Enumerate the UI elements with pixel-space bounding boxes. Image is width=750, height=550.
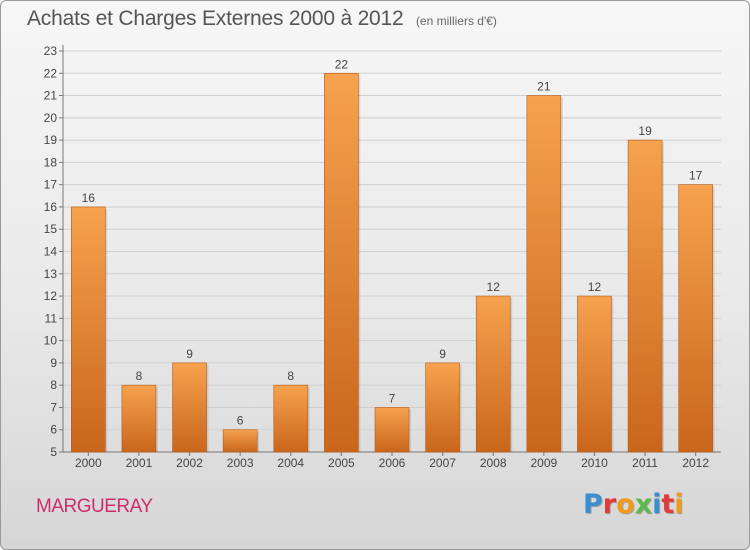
y-tick-label: 13 (44, 267, 58, 281)
brand-letter: P (583, 489, 603, 520)
bar-value-label: 12 (487, 280, 501, 294)
y-tick-label: 10 (44, 334, 58, 348)
brand-logo: Proxiti (583, 489, 684, 520)
y-tick-label: 6 (50, 423, 57, 437)
bar-value-label: 7 (389, 391, 396, 405)
y-tick-label: 18 (44, 155, 58, 169)
y-tick-label: 7 (50, 400, 57, 414)
x-tick-label: 2002 (176, 456, 203, 470)
bar (172, 362, 207, 453)
brand-letter: t (661, 489, 675, 520)
y-tick-label: 20 (44, 111, 58, 125)
brand-letter: r (602, 489, 617, 520)
bar (577, 295, 612, 453)
bar-value-label: 12 (588, 280, 602, 294)
chart-subtitle: (en milliers d'€) (415, 14, 497, 28)
x-tick-label: 2010 (581, 456, 608, 470)
y-tick-label: 12 (44, 289, 58, 303)
bar-value-label: 6 (237, 414, 244, 428)
x-tick-label: 2007 (429, 456, 456, 470)
brand-letter: i (674, 489, 684, 520)
y-tick-label: 16 (44, 200, 58, 214)
bar (425, 362, 460, 453)
brand-letter: o (616, 489, 635, 520)
bar (475, 295, 511, 453)
y-tick-label: 21 (44, 89, 58, 103)
labels: 5 6 7 8 9 10 11 12 13 14 15 16 17 18 19 20 21 22 23 16 2000 8… (44, 44, 710, 470)
x-tick-label: 2000 (75, 456, 102, 470)
x-tick-label: 2011 (632, 456, 658, 470)
bar (374, 407, 410, 453)
bar-value-label: 19 (638, 124, 652, 138)
x-tick-label: 2004 (277, 456, 304, 470)
y-tick-label: 22 (44, 66, 58, 80)
y-tick-label: 15 (44, 222, 58, 236)
brand-letter: i (652, 489, 662, 520)
bar-value-label: 21 (537, 80, 551, 94)
bar-value-label: 22 (335, 57, 349, 71)
bar (324, 72, 359, 453)
x-tick-label: 2003 (227, 456, 254, 470)
bar-value-label: 8 (136, 369, 143, 383)
bar-value-label: 8 (287, 369, 294, 383)
bar (222, 429, 258, 453)
y-tick-label: 23 (44, 44, 58, 58)
bar-value-label: 16 (82, 191, 96, 205)
bar (121, 384, 157, 453)
y-tick-label: 19 (44, 133, 58, 147)
bar (273, 384, 309, 453)
bar-value-label: 9 (439, 347, 446, 361)
bar (678, 184, 713, 453)
bar (71, 206, 106, 453)
title-row: Achats et Charges Externes 2000 à 2012 (… (27, 7, 497, 31)
y-tick-label: 9 (50, 356, 57, 370)
x-tick-label: 2008 (480, 456, 507, 470)
y-tick-label: 5 (50, 445, 57, 459)
bar (526, 95, 562, 453)
chart-title: Achats et Charges Externes 2000 à 2012 (27, 7, 404, 30)
bar-value-label: 9 (186, 347, 193, 361)
place-name: MARGUERAY (36, 496, 153, 517)
x-tick-label: 2009 (530, 456, 557, 470)
x-tick-label: 2001 (126, 456, 153, 470)
y-tick-label: 17 (44, 178, 58, 192)
x-tick-label: 2012 (682, 456, 709, 470)
bar-value-label: 17 (689, 169, 703, 183)
bars (71, 72, 715, 453)
y-tick-label: 8 (50, 378, 57, 392)
y-tick-label: 11 (45, 311, 58, 325)
y-tick-label: 14 (44, 245, 58, 259)
x-tick-label: 2005 (328, 456, 355, 470)
brand-letter: x (634, 489, 653, 520)
x-tick-label: 2006 (379, 456, 406, 470)
bar (627, 139, 663, 453)
